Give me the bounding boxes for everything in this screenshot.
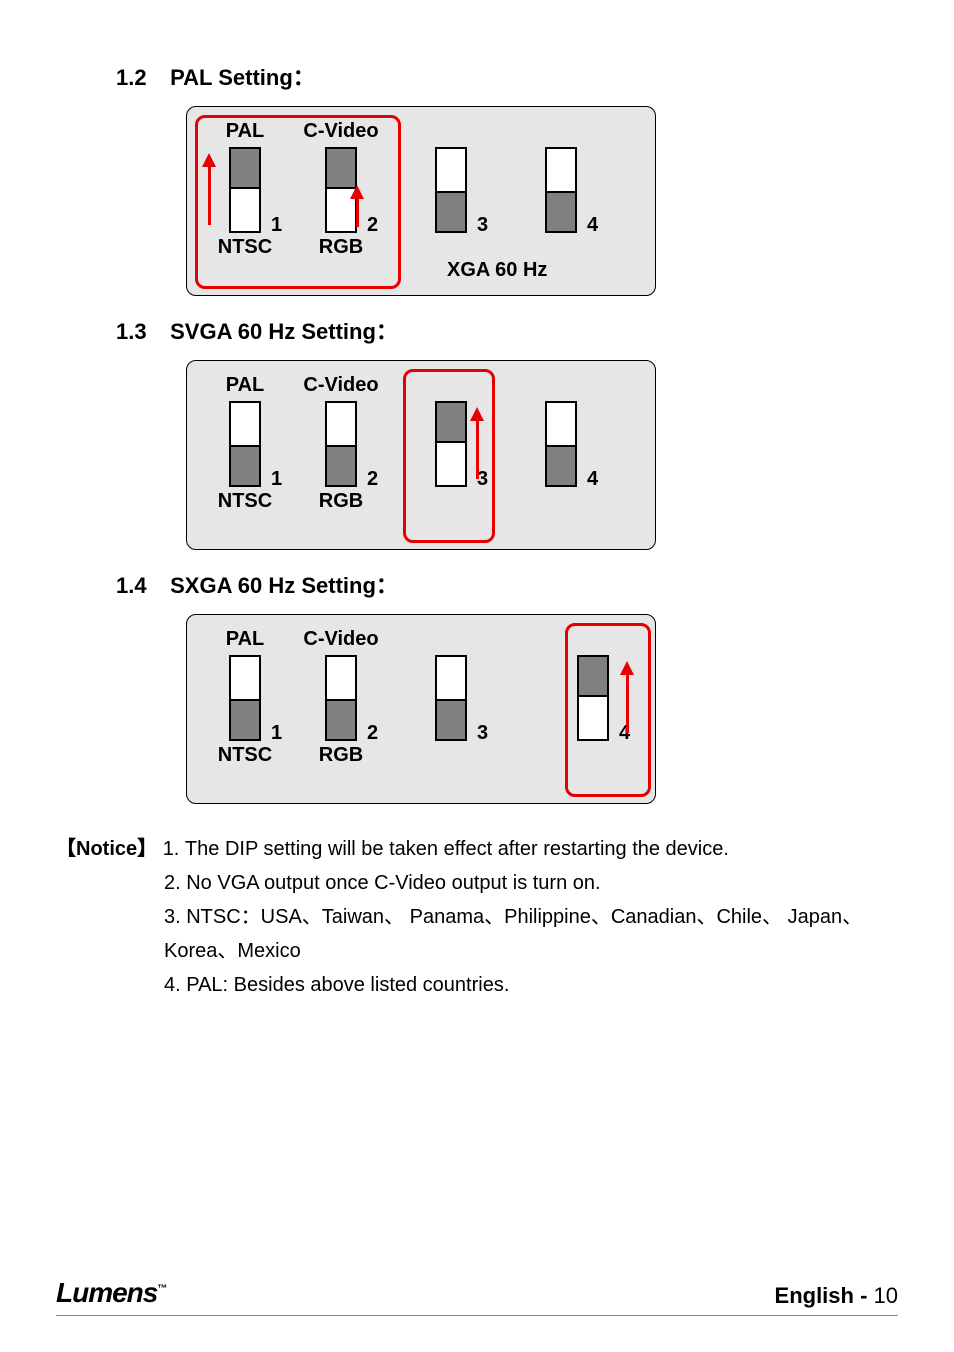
notice-text: 1. The DIP setting will be taken effect … <box>163 838 729 860</box>
label-cvideo: C-Video <box>297 119 385 143</box>
label-blank <box>517 373 605 397</box>
label-rgb: RGB <box>297 235 385 259</box>
switch-number: 1 <box>271 722 282 745</box>
notice-line-1: 【Notice】 1. The DIP setting will be take… <box>56 832 898 866</box>
label-blank <box>517 119 605 143</box>
section-title: SXGA 60 Hz Setting： <box>170 573 398 598</box>
label-blank <box>407 119 495 143</box>
switch-number: 2 <box>367 722 378 745</box>
switch-3: 3 <box>429 147 473 233</box>
notice-label: 【Notice】 <box>56 838 157 860</box>
switch-slot-4: 4 <box>517 373 605 487</box>
switch-1: 1 <box>223 147 267 233</box>
switch-slot-3: 3 <box>407 627 495 741</box>
label-blank <box>407 373 495 397</box>
section-number: 1.3 <box>116 319 164 345</box>
notice-line-2: 2. No VGA output once C-Video output is … <box>164 866 898 900</box>
dip-panel-12: PAL 1 NTSC C-Video 2 RGB <box>186 106 656 296</box>
label-pal: PAL <box>201 627 289 651</box>
label-ntsc: NTSC <box>201 743 289 767</box>
section-1-3: 1.3 SVGA 60 Hz Setting： PAL 1 NTSC C-Vid… <box>56 314 898 550</box>
label-ntsc: NTSC <box>201 235 289 259</box>
label-xga: XGA 60 Hz <box>447 259 547 282</box>
switch-knob <box>325 147 357 189</box>
switch-knob <box>545 445 577 487</box>
label-cvideo: C-Video <box>297 373 385 397</box>
switch-slot-1: PAL 1 NTSC <box>201 627 289 767</box>
section-heading: 1.2 PAL Setting： <box>116 60 898 92</box>
label-rgb: RGB <box>297 489 385 513</box>
switch-slot-2: C-Video 2 RGB <box>297 119 385 259</box>
switch-knob <box>229 147 261 189</box>
section-heading: 1.4 SXGA 60 Hz Setting： <box>116 568 898 600</box>
section-1-2: 1.2 PAL Setting： PAL 1 NTSC C-Video 2 <box>56 60 898 296</box>
label-blank <box>567 627 647 651</box>
label-cvideo: C-Video <box>297 627 385 651</box>
label-pal: PAL <box>201 119 289 143</box>
switch-number: 4 <box>587 468 598 491</box>
section-1-4: 1.4 SXGA 60 Hz Setting： PAL 1 NTSC C-Vid… <box>56 568 898 804</box>
switch-slot-2: C-Video 2 RGB <box>297 627 385 767</box>
switch-4: 4 <box>539 401 583 487</box>
switch-slot-1: PAL 1 NTSC <box>201 119 289 259</box>
switch-knob <box>229 699 261 741</box>
section-number: 1.2 <box>116 65 164 91</box>
switch-number: 2 <box>367 214 378 237</box>
switch-knob <box>325 445 357 487</box>
notice-line-4: 4. PAL: Besides above listed countries. <box>164 968 898 1002</box>
switch-slot-4: 4 <box>567 627 647 741</box>
switch-knob <box>435 699 467 741</box>
switch-slot-2: C-Video 2 RGB <box>297 373 385 513</box>
label-ntsc: NTSC <box>201 489 289 513</box>
logo-text: Lumens <box>56 1277 157 1308</box>
switch-knob <box>545 191 577 233</box>
switch-knob <box>229 445 261 487</box>
switch-2: 2 <box>319 401 363 487</box>
dip-panel-14: PAL 1 NTSC C-Video 2 RGB 3 <box>186 614 656 804</box>
logo: Lumens™ <box>56 1277 166 1309</box>
section-title: SVGA 60 Hz Setting： <box>170 319 398 344</box>
switch-number: 3 <box>477 214 488 237</box>
switch-4: 4 <box>539 147 583 233</box>
switch-1: 1 <box>223 401 267 487</box>
switch-slot-3: 3 <box>407 373 495 487</box>
switch-4: 4 <box>571 655 615 741</box>
logo-tm: ™ <box>157 1284 166 1295</box>
dip-panel-13: PAL 1 NTSC C-Video 2 RGB 3 <box>186 360 656 550</box>
page-footer: Lumens™ English - 10 <box>56 1277 898 1316</box>
switch-number: 4 <box>587 214 598 237</box>
section-number: 1.4 <box>116 573 164 599</box>
switch-slot-4: 4 <box>517 119 605 233</box>
page-number-label: English - 10 <box>775 1283 898 1309</box>
switch-slot-1: PAL 1 NTSC <box>201 373 289 513</box>
section-title: PAL Setting： <box>170 65 315 90</box>
notice-block: 【Notice】 1. The DIP setting will be take… <box>56 832 898 1002</box>
page-number: 10 <box>874 1283 898 1308</box>
label-pal: PAL <box>201 373 289 397</box>
switch-number: 3 <box>477 722 488 745</box>
switch-2: 2 <box>319 655 363 741</box>
label-rgb: RGB <box>297 743 385 767</box>
notice-line-3b: Korea、Mexico <box>164 934 898 968</box>
language-label: English - <box>775 1283 874 1308</box>
switch-3: 3 <box>429 655 473 741</box>
switch-knob <box>325 699 357 741</box>
switch-number: 2 <box>367 468 378 491</box>
switch-slot-3: 3 <box>407 119 495 233</box>
switch-1: 1 <box>223 655 267 741</box>
switch-3: 3 <box>429 401 473 487</box>
notice-line-3a: 3. NTSC：USA、Taiwan、 Panama、Philippine、Ca… <box>164 900 898 934</box>
label-blank <box>407 627 495 651</box>
switch-number: 1 <box>271 468 282 491</box>
switch-number: 1 <box>271 214 282 237</box>
switch-knob <box>435 191 467 233</box>
switch-knob <box>577 655 609 697</box>
switch-knob <box>435 401 467 443</box>
section-heading: 1.3 SVGA 60 Hz Setting： <box>116 314 898 346</box>
